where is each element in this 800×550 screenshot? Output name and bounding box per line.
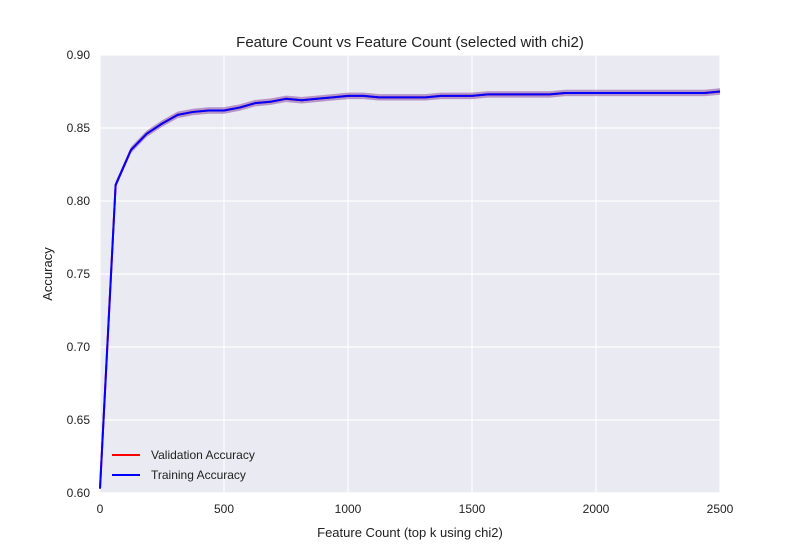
y-tick-label: 0.70 xyxy=(67,340,91,354)
series-line-training xyxy=(99,90,721,489)
chart-title: Feature Count vs Feature Count (selected… xyxy=(236,34,584,51)
y-tick-label: 0.60 xyxy=(67,486,91,500)
y-tick-label: 0.90 xyxy=(67,48,91,62)
series-lines xyxy=(99,90,721,489)
y-tick-label: 0.65 xyxy=(67,413,91,427)
x-tick-label: 1500 xyxy=(459,502,486,516)
y-axis-label: Accuracy xyxy=(40,247,55,301)
y-tick-label: 0.80 xyxy=(67,194,91,208)
x-axis-label: Feature Count (top k using chi2) xyxy=(317,525,503,540)
x-tick-label: 2500 xyxy=(707,502,734,516)
legend-label-validation: Validation Accuracy xyxy=(151,448,255,462)
grid xyxy=(99,54,721,494)
y-tick-label: 0.85 xyxy=(67,121,91,135)
x-tick-labels: 0 500 1000 1500 2000 2500 xyxy=(97,502,734,516)
x-tick-label: 0 xyxy=(97,502,104,516)
y-tick-label: 0.75 xyxy=(67,267,91,281)
legend: Validation Accuracy Training Accuracy xyxy=(112,448,255,482)
y-tick-labels: 0.60 0.65 0.70 0.75 0.80 0.85 0.90 xyxy=(67,48,91,500)
x-tick-label: 1000 xyxy=(335,502,362,516)
x-tick-label: 500 xyxy=(214,502,234,516)
x-tick-label: 2000 xyxy=(583,502,610,516)
legend-label-training: Training Accuracy xyxy=(151,468,246,482)
